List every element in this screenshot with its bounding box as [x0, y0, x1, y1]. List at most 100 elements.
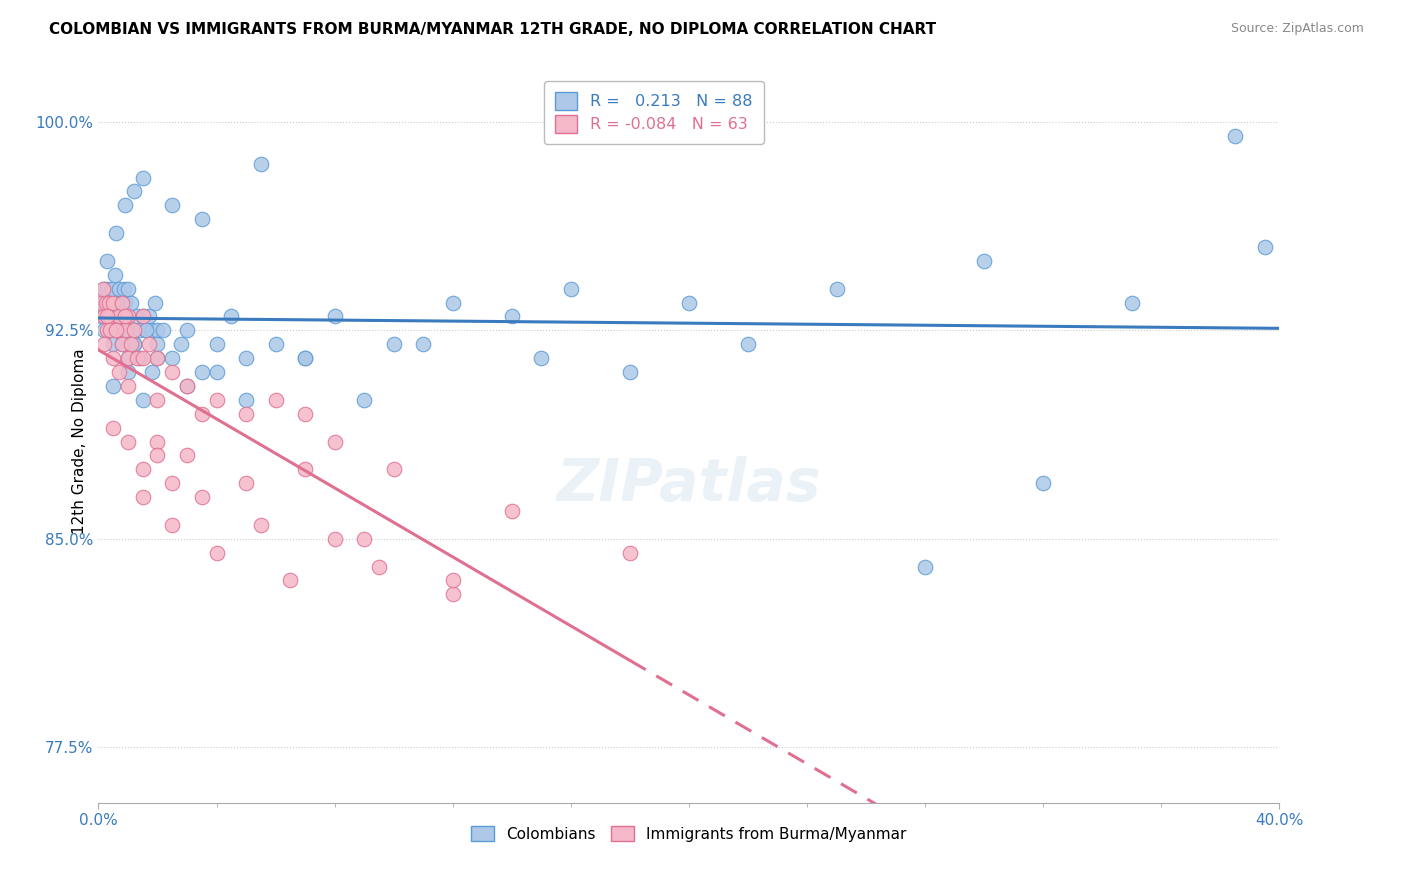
Point [96, 282, 118, 296]
Point [100, 282, 122, 296]
Point [128, 351, 150, 366]
Point [132, 170, 155, 185]
Point [1121, 295, 1143, 310]
Point [122, 185, 145, 199]
Point [176, 449, 198, 463]
Point [441, 587, 464, 601]
Point [96, 254, 118, 268]
Point [294, 351, 316, 366]
Point [191, 365, 214, 379]
Point [235, 407, 257, 421]
Point [96, 310, 118, 324]
Point [120, 337, 142, 351]
Point [103, 295, 125, 310]
Point [146, 337, 169, 351]
Point [146, 434, 169, 449]
Point [105, 323, 128, 337]
Point [94, 295, 117, 310]
Point [560, 282, 582, 296]
Point [111, 310, 134, 324]
Point [530, 351, 553, 366]
Point [117, 379, 139, 393]
Point [108, 282, 131, 296]
Point [135, 323, 157, 337]
Point [108, 365, 131, 379]
Point [117, 323, 139, 337]
Point [170, 337, 193, 351]
Point [250, 156, 273, 170]
Point [235, 476, 257, 491]
Point [1254, 240, 1277, 254]
Point [619, 546, 641, 560]
Point [104, 268, 127, 282]
Point [1032, 476, 1054, 491]
Point [914, 559, 936, 574]
Point [107, 310, 129, 324]
Point [108, 310, 131, 324]
Point [97, 295, 120, 310]
Point [280, 574, 302, 588]
Point [108, 323, 131, 337]
Point [111, 295, 134, 310]
Point [111, 337, 134, 351]
Point [141, 323, 163, 337]
Point [105, 226, 128, 240]
Point [114, 198, 136, 212]
Point [105, 295, 128, 310]
Point [103, 310, 125, 324]
Point [146, 351, 169, 366]
Point [94, 295, 117, 310]
Point [205, 365, 228, 379]
Point [382, 462, 405, 476]
Point [973, 254, 995, 268]
Point [132, 462, 155, 476]
Point [135, 323, 157, 337]
Point [221, 310, 243, 324]
Point [152, 323, 174, 337]
Point [205, 546, 228, 560]
Point [138, 310, 160, 324]
Point [90, 295, 112, 310]
Point [115, 310, 138, 324]
Point [382, 337, 405, 351]
Point [96, 323, 118, 337]
Point [117, 282, 139, 296]
Point [250, 517, 273, 532]
Point [114, 323, 136, 337]
Point [111, 337, 134, 351]
Point [162, 198, 183, 212]
Point [176, 323, 198, 337]
Point [501, 310, 523, 324]
Point [294, 407, 316, 421]
Point [122, 323, 145, 337]
Point [122, 337, 145, 351]
Point [125, 351, 148, 366]
Point [294, 351, 316, 366]
Point [132, 392, 155, 407]
Text: Source: ZipAtlas.com: Source: ZipAtlas.com [1230, 22, 1364, 36]
Point [93, 310, 115, 324]
Text: ZIPatlas: ZIPatlas [557, 457, 821, 514]
Point [191, 407, 214, 421]
Point [117, 351, 139, 366]
Point [353, 532, 375, 546]
Point [368, 559, 391, 574]
Point [146, 392, 169, 407]
Point [98, 323, 121, 337]
Point [112, 282, 135, 296]
Point [146, 449, 169, 463]
Point [125, 310, 148, 324]
Point [98, 295, 121, 310]
Point [114, 310, 136, 324]
Point [678, 295, 700, 310]
Point [162, 476, 183, 491]
Point [132, 351, 155, 366]
Point [162, 365, 183, 379]
Point [91, 295, 114, 310]
Point [141, 365, 163, 379]
Point [103, 379, 125, 393]
Point [98, 310, 121, 324]
Point [353, 392, 375, 407]
Point [117, 434, 139, 449]
Text: COLOMBIAN VS IMMIGRANTS FROM BURMA/MYANMAR 12TH GRADE, NO DIPLOMA CORRELATION CH: COLOMBIAN VS IMMIGRANTS FROM BURMA/MYANM… [49, 22, 936, 37]
